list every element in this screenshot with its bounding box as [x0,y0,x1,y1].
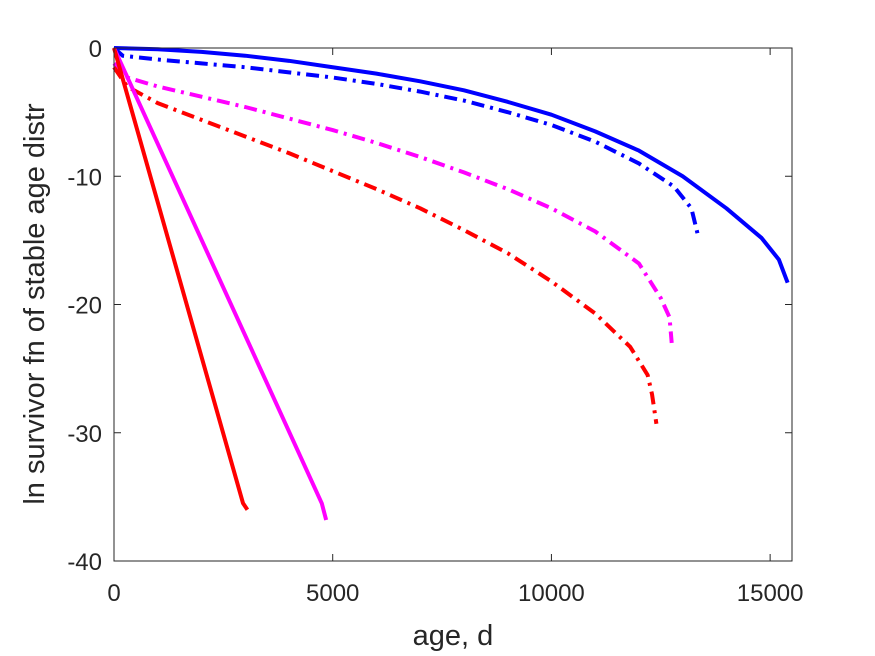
y-tick-label: 0 [89,36,102,63]
series-line-5 [112,47,329,521]
y-tick-label: -40 [67,549,102,576]
series-line-6 [112,47,250,511]
series-line-2 [112,46,700,236]
x-tick-label: 5000 [306,580,359,607]
plot-area [114,48,792,561]
x-tick-label: 10000 [518,580,585,607]
series-line-1 [113,46,790,284]
x-tick-label: 15000 [737,580,804,607]
tick-layer: 0 5000 10000 15000 0 -10 -20 -30 -40 [67,36,803,607]
series-line-3 [112,62,674,344]
y-tick-label: -10 [67,164,102,191]
y-axis-label: ln survivor fn of stable age distr [19,103,51,505]
y-tick-label: -20 [67,293,102,320]
x-tick-label: 0 [107,580,120,607]
x-axis-label: age, d [413,620,494,652]
series-line-4 [112,66,659,425]
series-layer [112,46,790,521]
y-tick-label: -30 [67,421,102,448]
